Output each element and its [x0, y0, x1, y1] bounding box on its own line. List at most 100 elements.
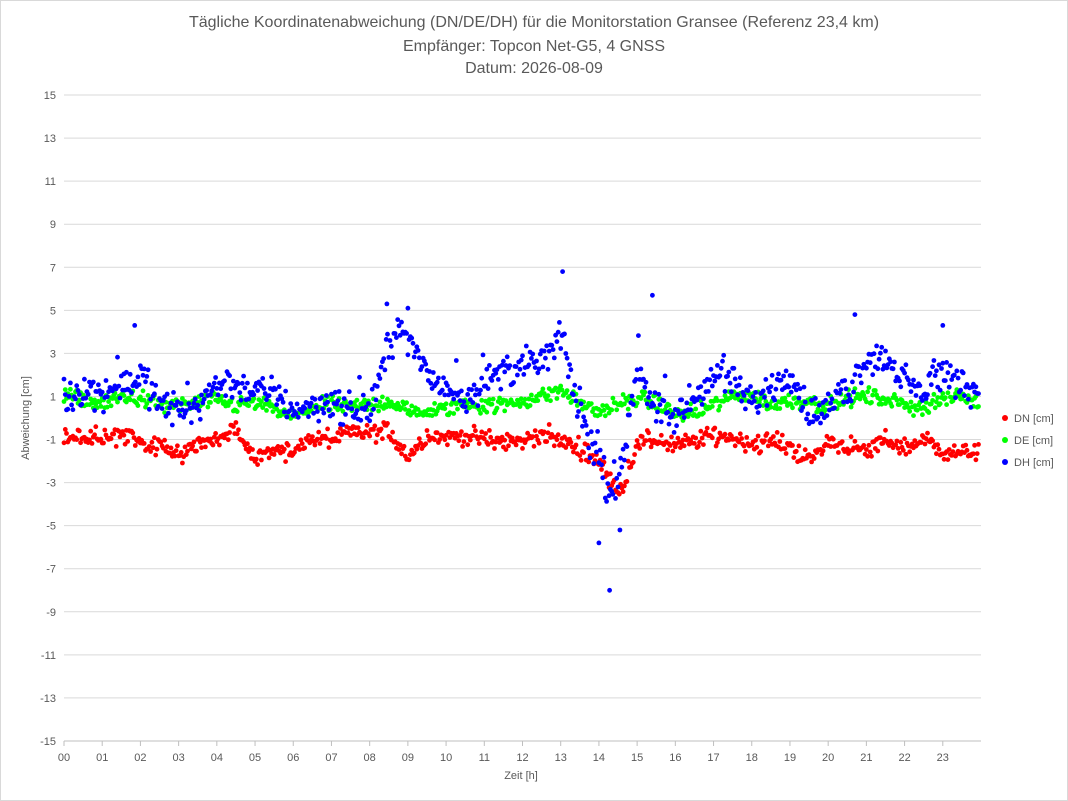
data-point: [906, 405, 911, 410]
data-point: [434, 430, 440, 436]
data-point: [245, 441, 250, 447]
data-point: [699, 435, 705, 441]
data-point: [930, 438, 935, 444]
data-point: [234, 431, 240, 437]
data-point: [707, 377, 713, 383]
data-point: [405, 352, 411, 358]
data-point: [366, 401, 371, 406]
data-point: [954, 368, 960, 374]
data-point-outlier: [852, 312, 858, 317]
data-point: [62, 387, 68, 392]
data-point: [646, 430, 651, 436]
data-point: [797, 386, 803, 392]
data-point: [199, 392, 204, 398]
data-point: [571, 449, 576, 455]
data-point: [753, 390, 758, 395]
data-point: [903, 362, 909, 368]
data-point: [225, 403, 231, 408]
data-point: [419, 364, 425, 370]
data-point: [773, 386, 779, 392]
data-point: [436, 375, 441, 381]
data-point: [373, 440, 379, 445]
data-point: [385, 421, 390, 426]
data-point: [768, 384, 774, 389]
data-point: [666, 402, 672, 408]
data-point: [586, 445, 592, 451]
x-tick-label: 08: [364, 752, 376, 764]
data-point-outlier: [405, 305, 411, 311]
data-point: [175, 399, 180, 405]
data-point: [199, 445, 204, 450]
data-point: [550, 347, 556, 352]
data-point: [880, 440, 886, 446]
data-point: [680, 437, 686, 443]
data-point: [404, 400, 409, 406]
data-point: [839, 439, 845, 444]
data-point: [879, 401, 885, 407]
y-tick-label: -9: [46, 607, 56, 619]
y-tick-label: -5: [46, 521, 56, 533]
data-point: [857, 373, 863, 379]
data-point: [946, 384, 952, 390]
data-point: [330, 412, 336, 417]
data-point: [297, 447, 302, 452]
data-point: [494, 405, 500, 411]
data-point: [497, 395, 502, 401]
data-point: [932, 405, 938, 411]
data-point: [292, 449, 297, 455]
data-point: [872, 388, 878, 393]
data-point: [563, 351, 569, 356]
data-point: [866, 385, 872, 390]
data-point: [974, 451, 980, 456]
data-point: [203, 444, 208, 450]
data-point: [461, 439, 467, 444]
data-point: [793, 448, 799, 454]
x-tick-label: 11: [479, 752, 490, 764]
data-point: [315, 409, 320, 414]
data-point: [614, 407, 620, 413]
data-point: [168, 400, 174, 406]
data-point: [451, 396, 457, 402]
data-point: [722, 431, 728, 437]
data-point: [392, 331, 398, 336]
data-point: [415, 407, 421, 412]
data-point: [145, 393, 151, 398]
data-point: [769, 372, 775, 378]
data-point: [830, 436, 836, 442]
data-point: [750, 394, 756, 399]
data-point: [517, 404, 523, 409]
data-point: [722, 389, 728, 394]
data-point: [662, 373, 668, 379]
data-point: [679, 397, 685, 403]
data-point: [935, 395, 941, 400]
data-point: [176, 407, 182, 413]
data-point: [416, 355, 422, 361]
data-point: [614, 475, 620, 481]
data-point: [936, 362, 942, 368]
data-point: [716, 407, 721, 413]
data-point: [963, 442, 969, 448]
data-point: [148, 396, 154, 402]
data-point: [336, 438, 342, 444]
data-point: [942, 378, 948, 383]
data-point: [87, 437, 92, 443]
data-point: [642, 389, 648, 395]
data-point: [473, 428, 478, 434]
data-point: [717, 403, 723, 409]
data-point: [907, 408, 913, 414]
data-point: [782, 395, 788, 401]
data-point: [354, 408, 360, 413]
data-point: [661, 398, 667, 404]
data-point: [704, 425, 710, 431]
data-point: [141, 366, 147, 372]
data-point: [460, 444, 465, 449]
data-point: [908, 389, 914, 394]
data-point: [399, 451, 404, 457]
data-point: [686, 411, 692, 417]
data-point: [841, 399, 846, 405]
x-tick-label: 21: [860, 752, 872, 764]
data-point: [655, 409, 660, 415]
data-point: [665, 409, 671, 415]
data-point: [206, 382, 212, 388]
data-point: [802, 447, 808, 453]
